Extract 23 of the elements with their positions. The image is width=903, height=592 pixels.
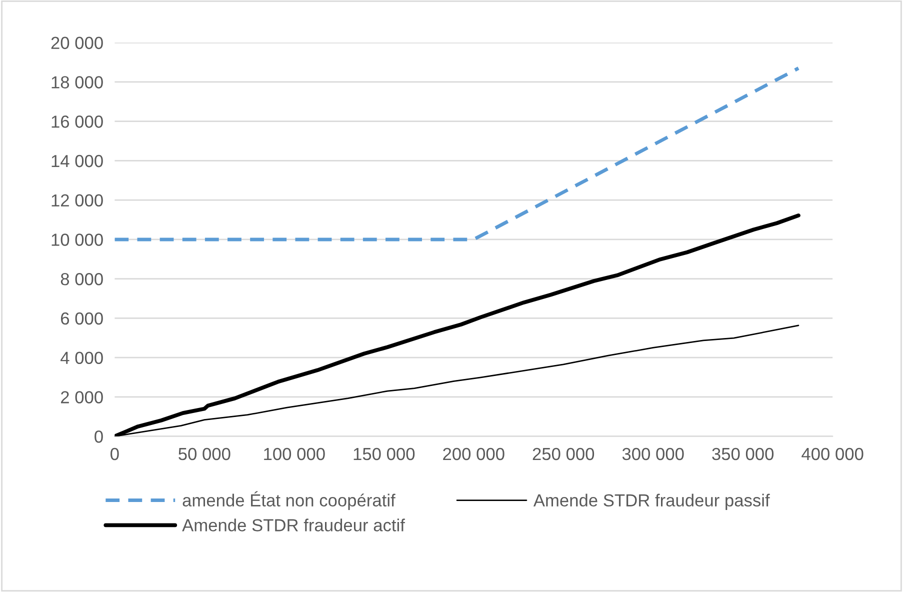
y-tick-label: 2 000 — [61, 391, 103, 404]
x-tick-label: 150 000 — [354, 448, 415, 460]
x-tick-label: 250 000 — [532, 448, 594, 460]
x-tick-label: 300 000 — [622, 448, 684, 460]
y-tick-label: 16 000 — [52, 116, 103, 128]
y-tick-label: 6 000 — [61, 312, 103, 325]
x-tick-label: 200 000 — [443, 448, 504, 460]
legend-label: amende État non coopératif — [182, 491, 396, 510]
x-tick-label: 350 000 — [712, 448, 774, 460]
y-tick-label: 20 000 — [51, 36, 103, 50]
legend-label: Amende STDR fraudeur actif — [182, 518, 405, 532]
y-tick-label: 12 000 — [52, 194, 103, 207]
x-tick-label: 50 000 — [178, 448, 230, 460]
y-tick-label: 8 000 — [60, 273, 103, 286]
y-tick-label: 0 — [94, 430, 103, 443]
y-tick-label: 4 000 — [60, 352, 103, 364]
y-tick-label: 14 000 — [52, 154, 103, 168]
y-tick-label: 18 000 — [52, 76, 103, 88]
legend-label: Amende STDR fraudeur passif — [533, 494, 770, 510]
y-tick-label: 10 000 — [52, 234, 103, 246]
x-tick-label: 100 000 — [264, 448, 325, 460]
x-tick-label: 400 000 — [802, 448, 864, 460]
x-tick-label: 0 — [110, 448, 119, 460]
